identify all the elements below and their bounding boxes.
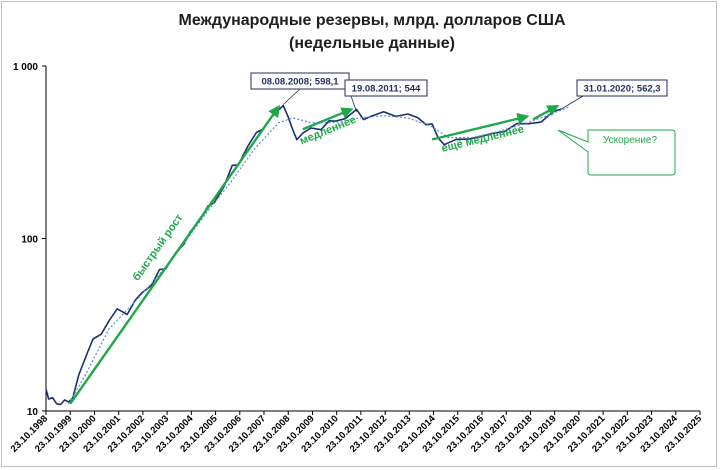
- callout-label: 31.01.2020; 562,3: [583, 84, 660, 95]
- trend-arrow: [431, 112, 530, 141]
- callouts: 08.08.2008; 598,1 19.08.2011; 544 31.01.20…: [250, 72, 668, 112]
- callout-box: [576, 79, 668, 97]
- trend-series-line: [68, 106, 570, 405]
- acceleration-box: [557, 129, 676, 176]
- chart-title-line1: Международные резервы, млрд. долларов СШ…: [178, 12, 565, 29]
- acceleration-label: Ускорение?: [603, 135, 658, 146]
- callout-leader: [561, 95, 584, 110]
- trend-arrow: [69, 104, 281, 405]
- y-tick-label: 100: [21, 235, 38, 246]
- y-tick-label: 10: [27, 407, 39, 418]
- trend-arrow: [302, 107, 354, 131]
- callout-leader: [282, 88, 301, 105]
- chart-title-line2: (недельные данные): [289, 35, 455, 52]
- callout-leader: [350, 95, 357, 112]
- acceleration-annotation: Ускорение?: [557, 129, 676, 176]
- trend-arrow: [532, 105, 560, 121]
- callout-box: [344, 79, 428, 97]
- reserves-series-line: [45, 104, 562, 406]
- y-tick-label: 1 000: [13, 62, 38, 73]
- callout-label: 19.08.2011; 544: [352, 84, 421, 95]
- callout-label: 08.08.2008; 598,1: [261, 77, 339, 88]
- series-layer: [45, 104, 570, 406]
